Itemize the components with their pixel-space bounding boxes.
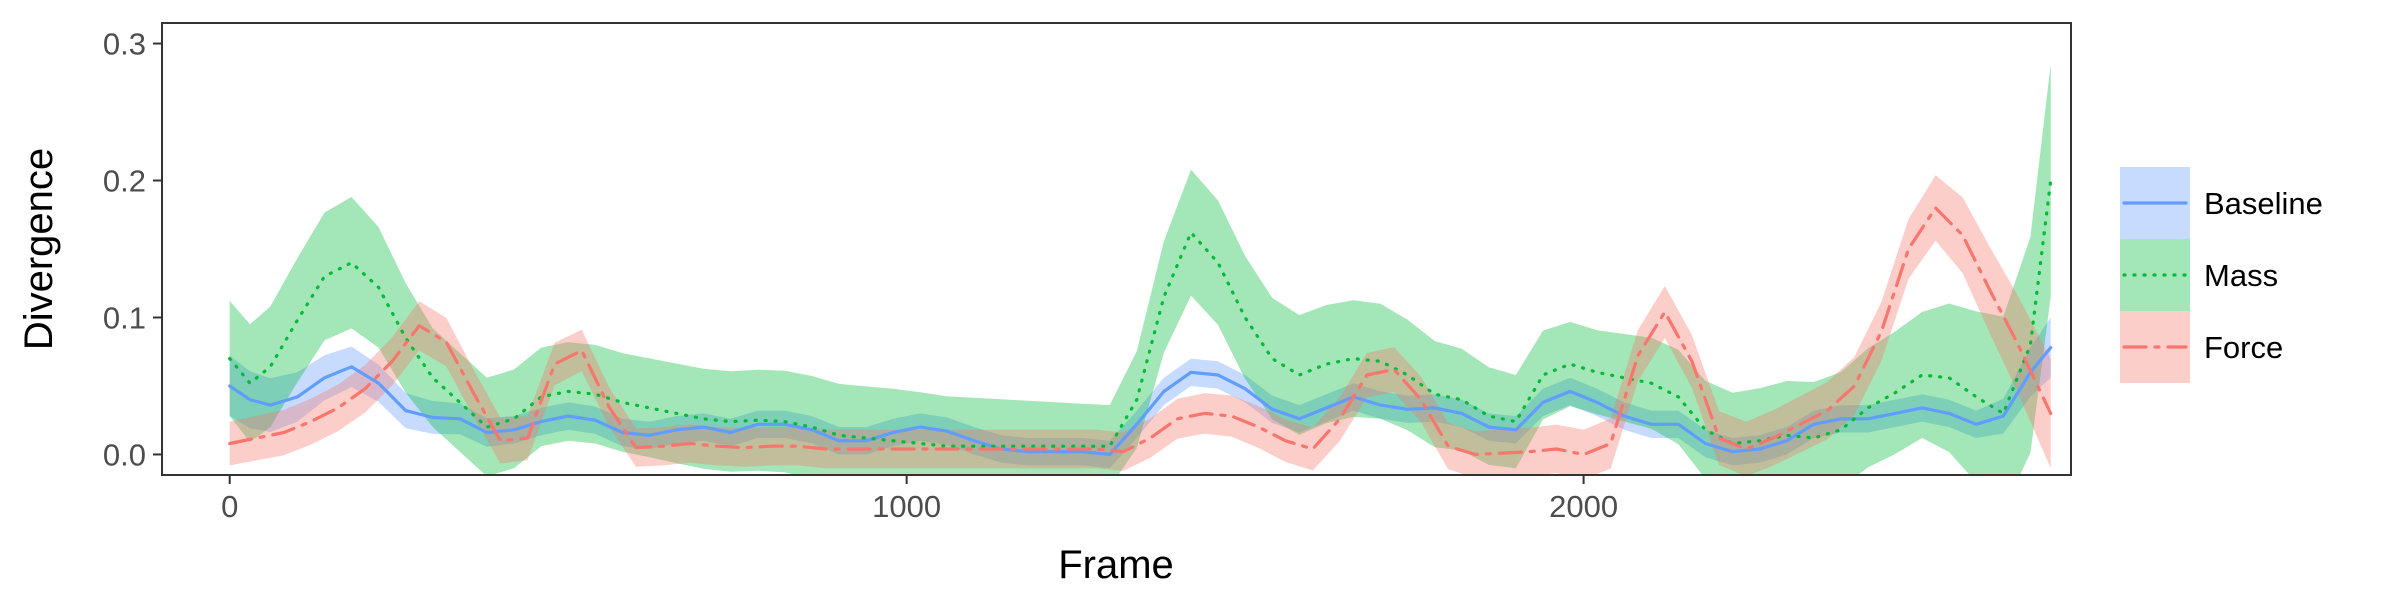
series-line-baseline [228, 346, 2053, 457]
legend-item-baseline: Baseline [2120, 167, 2323, 239]
x-axis-title: Frame [1058, 543, 1174, 587]
x-tick-label: 2000 [1549, 489, 1618, 524]
y-axis: 0.0 0.1 0.2 0.3 [103, 27, 162, 472]
x-tick-label: 1000 [872, 489, 941, 524]
band-mass [229, 64, 2051, 475]
y-tick-label: 0.3 [103, 27, 146, 62]
y-tick-label: 0.0 [103, 437, 146, 472]
y-tick-label: 0.1 [103, 300, 146, 335]
y-axis-title: Divergence [17, 148, 61, 350]
series-line-force [228, 206, 2053, 457]
y-tick-label: 0.2 [103, 164, 146, 199]
series-lines [228, 178, 2053, 457]
x-tick-label: 0 [221, 489, 238, 524]
plot-area [161, 22, 2072, 476]
legend-item-mass: Mass [2120, 239, 2278, 311]
legend: Baseline Mass Force [2120, 167, 2323, 383]
series-line-mass [228, 178, 2053, 448]
legend-label-baseline: Baseline [2204, 186, 2323, 221]
plot-background [162, 23, 2071, 475]
legend-label-force: Force [2204, 330, 2283, 365]
legend-label-mass: Mass [2204, 258, 2278, 293]
legend-item-force: Force [2120, 311, 2283, 383]
plot-border [161, 22, 2072, 476]
x-axis: 0 1000 2000 [221, 475, 1618, 524]
